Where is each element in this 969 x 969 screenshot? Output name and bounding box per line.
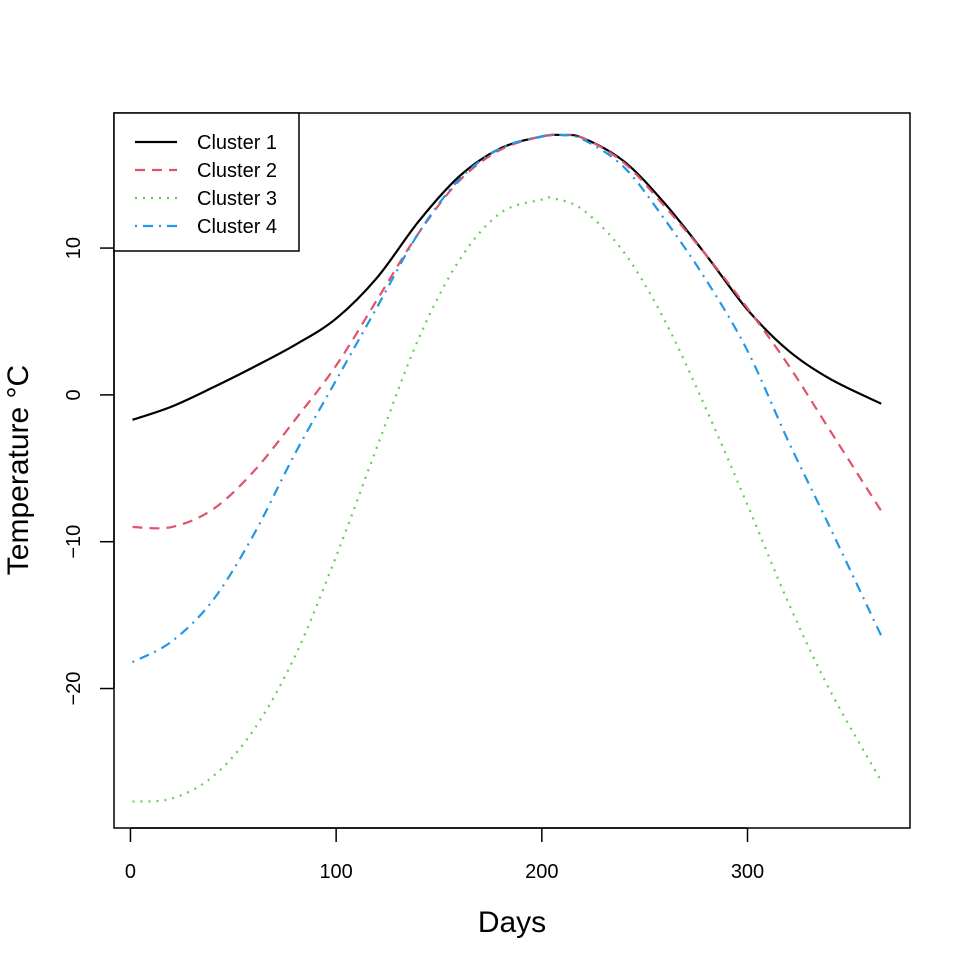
x-axis-title: Days <box>478 906 546 939</box>
x-tick-label: 0 <box>125 861 136 883</box>
y-axis: −20 −10 0 10 <box>63 237 115 706</box>
y-axis-title: Temperature °C <box>2 365 35 575</box>
y-tick-label: −10 <box>63 525 85 559</box>
legend-box <box>113 112 300 252</box>
legend-label-cluster-3: Cluster 3 <box>197 188 277 210</box>
legend-label-cluster-1: Cluster 1 <box>197 132 277 154</box>
series-line-cluster-1 <box>132 133 882 421</box>
legend-label-cluster-2: Cluster 2 <box>197 160 277 182</box>
x-axis: 0 100 200 300 <box>125 827 764 883</box>
y-tick-label: −20 <box>63 672 85 706</box>
y-tick-label: 10 <box>63 237 85 259</box>
legend: Cluster 1 Cluster 2 Cluster 3 Cluster 4 <box>113 112 300 252</box>
series-line-cluster-4 <box>131 133 883 664</box>
series-line-cluster-3 <box>132 196 883 803</box>
series-line-cluster-2 <box>132 133 883 530</box>
x-tick-label: 200 <box>525 861 558 883</box>
x-tick-label: 100 <box>319 861 352 883</box>
series-layer <box>131 133 883 803</box>
x-tick-label: 300 <box>731 861 764 883</box>
legend-label-cluster-4: Cluster 4 <box>197 216 277 238</box>
y-tick-label: 0 <box>63 389 85 400</box>
